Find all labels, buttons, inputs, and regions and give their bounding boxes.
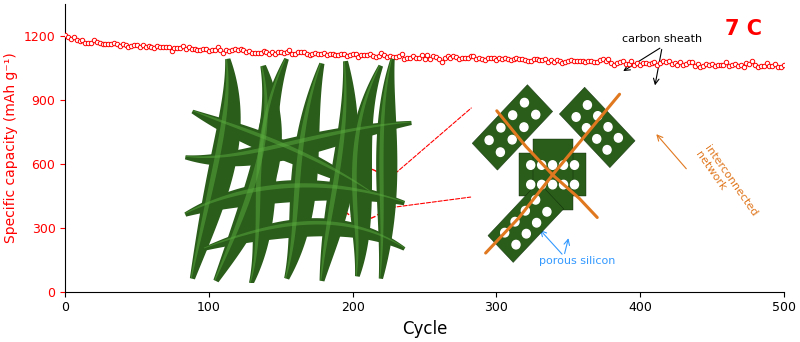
PathPatch shape bbox=[185, 183, 405, 214]
Circle shape bbox=[521, 98, 529, 107]
Text: 7 C: 7 C bbox=[726, 18, 762, 39]
PathPatch shape bbox=[320, 61, 346, 281]
PathPatch shape bbox=[285, 63, 322, 278]
PathPatch shape bbox=[349, 65, 383, 277]
Circle shape bbox=[538, 180, 546, 189]
PathPatch shape bbox=[250, 58, 286, 283]
Circle shape bbox=[549, 180, 557, 189]
Circle shape bbox=[533, 219, 541, 227]
Circle shape bbox=[511, 218, 519, 226]
Circle shape bbox=[485, 136, 493, 144]
PathPatch shape bbox=[284, 63, 325, 279]
Circle shape bbox=[532, 196, 540, 204]
Circle shape bbox=[559, 161, 567, 169]
Circle shape bbox=[526, 161, 534, 169]
Circle shape bbox=[593, 135, 601, 143]
Y-axis label: Specific capacity (mAh g⁻¹): Specific capacity (mAh g⁻¹) bbox=[4, 52, 18, 243]
PathPatch shape bbox=[190, 58, 241, 279]
PathPatch shape bbox=[190, 59, 229, 278]
PathPatch shape bbox=[319, 61, 358, 281]
Circle shape bbox=[522, 229, 530, 238]
Text: interconnected
network: interconnected network bbox=[694, 143, 759, 225]
Circle shape bbox=[549, 161, 557, 169]
Circle shape bbox=[604, 123, 612, 131]
PathPatch shape bbox=[214, 65, 282, 282]
Polygon shape bbox=[559, 87, 635, 168]
Circle shape bbox=[582, 124, 590, 132]
Circle shape bbox=[496, 148, 505, 156]
Polygon shape bbox=[472, 85, 553, 170]
Circle shape bbox=[508, 135, 516, 144]
Circle shape bbox=[583, 101, 591, 109]
Circle shape bbox=[572, 113, 580, 121]
PathPatch shape bbox=[379, 58, 392, 279]
Circle shape bbox=[497, 123, 505, 132]
PathPatch shape bbox=[193, 110, 370, 191]
X-axis label: Cycle: Cycle bbox=[402, 320, 447, 338]
PathPatch shape bbox=[185, 121, 412, 166]
PathPatch shape bbox=[352, 65, 380, 276]
Circle shape bbox=[570, 180, 578, 189]
Text: porous silicon: porous silicon bbox=[538, 256, 615, 266]
PathPatch shape bbox=[249, 58, 289, 284]
Polygon shape bbox=[533, 139, 573, 210]
PathPatch shape bbox=[203, 218, 406, 251]
Circle shape bbox=[603, 146, 611, 154]
PathPatch shape bbox=[204, 221, 405, 249]
Circle shape bbox=[594, 112, 602, 120]
Circle shape bbox=[509, 111, 517, 119]
Polygon shape bbox=[488, 182, 564, 262]
Polygon shape bbox=[519, 154, 586, 196]
Circle shape bbox=[520, 123, 528, 131]
PathPatch shape bbox=[185, 180, 405, 216]
Circle shape bbox=[501, 228, 509, 237]
PathPatch shape bbox=[214, 66, 268, 281]
Circle shape bbox=[543, 208, 551, 216]
PathPatch shape bbox=[186, 121, 411, 158]
Circle shape bbox=[538, 161, 546, 169]
Text: carbon sheath: carbon sheath bbox=[622, 34, 702, 44]
Circle shape bbox=[559, 180, 567, 189]
Circle shape bbox=[532, 110, 540, 119]
Circle shape bbox=[512, 240, 520, 249]
Circle shape bbox=[522, 207, 530, 215]
PathPatch shape bbox=[191, 110, 370, 193]
PathPatch shape bbox=[376, 58, 398, 279]
Circle shape bbox=[570, 161, 578, 169]
Circle shape bbox=[526, 180, 534, 189]
Circle shape bbox=[614, 134, 622, 142]
